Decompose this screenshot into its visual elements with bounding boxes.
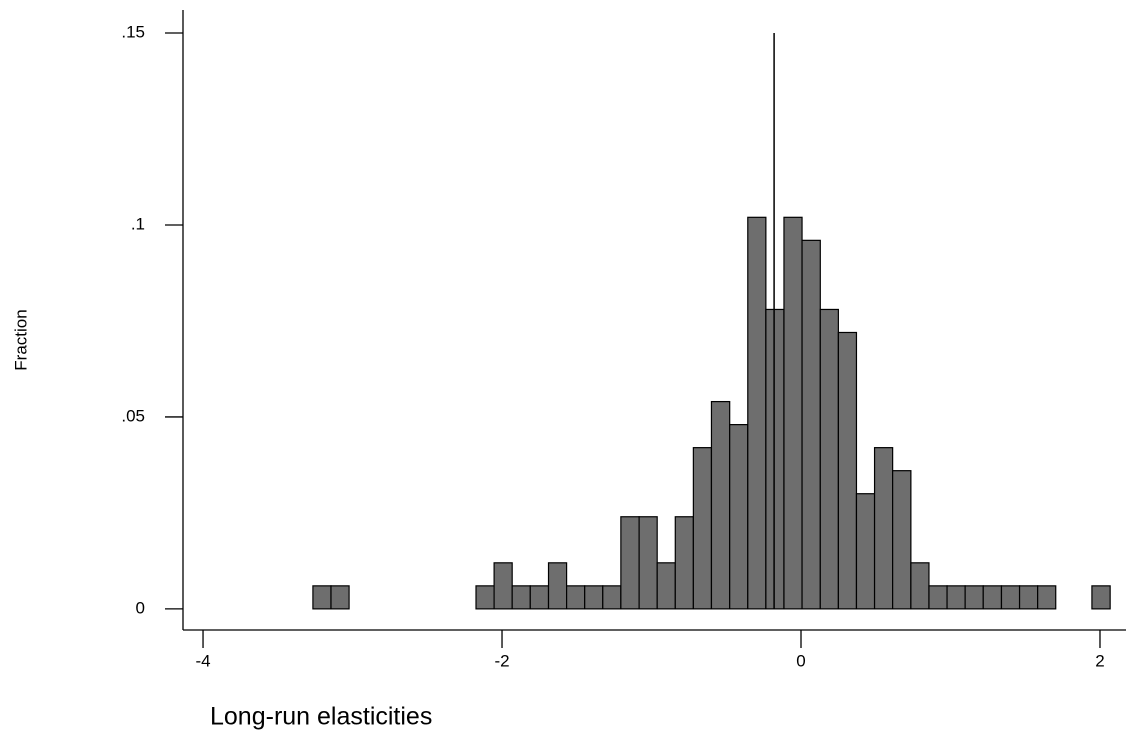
x-tick-label: -2 xyxy=(494,651,509,670)
bar xyxy=(584,585,604,610)
y-axis-label: Fraction xyxy=(11,309,30,370)
y-tick-label: 0 xyxy=(136,598,145,617)
bar xyxy=(729,424,749,610)
bar xyxy=(1000,585,1021,610)
bar xyxy=(475,585,495,610)
bar xyxy=(565,585,586,610)
bar xyxy=(312,585,332,610)
y-tick-label: .15 xyxy=(121,23,145,42)
y-tick-label: .05 xyxy=(121,406,145,425)
bar xyxy=(1091,585,1111,610)
bar xyxy=(656,562,676,610)
bar xyxy=(765,308,785,610)
bar xyxy=(819,308,839,610)
bar xyxy=(692,447,713,610)
bar xyxy=(946,585,966,610)
bar xyxy=(910,562,930,610)
y-tick-label: .1 xyxy=(131,214,145,233)
bar xyxy=(783,216,803,610)
bar xyxy=(620,516,640,610)
bar xyxy=(710,400,731,610)
bar xyxy=(837,331,858,610)
x-tick-label: 0 xyxy=(796,651,805,670)
bar xyxy=(638,516,658,610)
bar xyxy=(928,585,948,610)
bar xyxy=(964,585,984,610)
bar xyxy=(747,216,767,610)
bar xyxy=(547,562,568,610)
x-tick-label: 2 xyxy=(1095,651,1104,670)
bar xyxy=(982,585,1003,610)
bar xyxy=(801,239,821,610)
bar xyxy=(1037,585,1057,610)
bar xyxy=(674,516,694,610)
bar xyxy=(602,585,622,610)
bar xyxy=(873,447,894,610)
x-axis-label: Long-run elasticities xyxy=(210,703,432,731)
bar xyxy=(493,562,513,610)
bar xyxy=(892,470,912,610)
bar xyxy=(855,493,876,610)
bar xyxy=(1018,585,1039,610)
bar xyxy=(511,585,531,610)
bar xyxy=(330,585,350,610)
x-tick-label: -4 xyxy=(195,651,210,670)
bar xyxy=(529,585,550,610)
